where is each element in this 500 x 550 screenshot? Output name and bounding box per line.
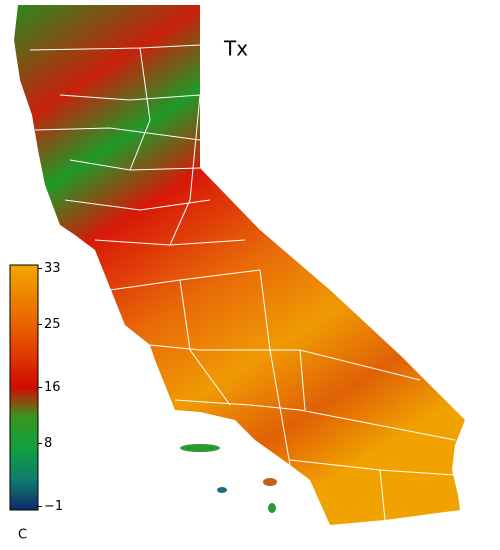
colorbar-tick-label: 16 <box>44 380 61 395</box>
map-title: Tx <box>223 37 248 61</box>
colorbar-tick-label: 25 <box>44 317 61 332</box>
colorbar-tick-label: 33 <box>44 261 61 276</box>
colorbar <box>9 264 39 511</box>
county-lines <box>29 44 456 521</box>
colorbar-unit: C <box>18 528 27 543</box>
colorbar-tick-label: −1 <box>44 499 63 514</box>
colorbar-tick-label: 8 <box>44 436 52 451</box>
islands <box>180 444 277 513</box>
california <box>14 5 465 525</box>
state-shape <box>14 5 465 525</box>
